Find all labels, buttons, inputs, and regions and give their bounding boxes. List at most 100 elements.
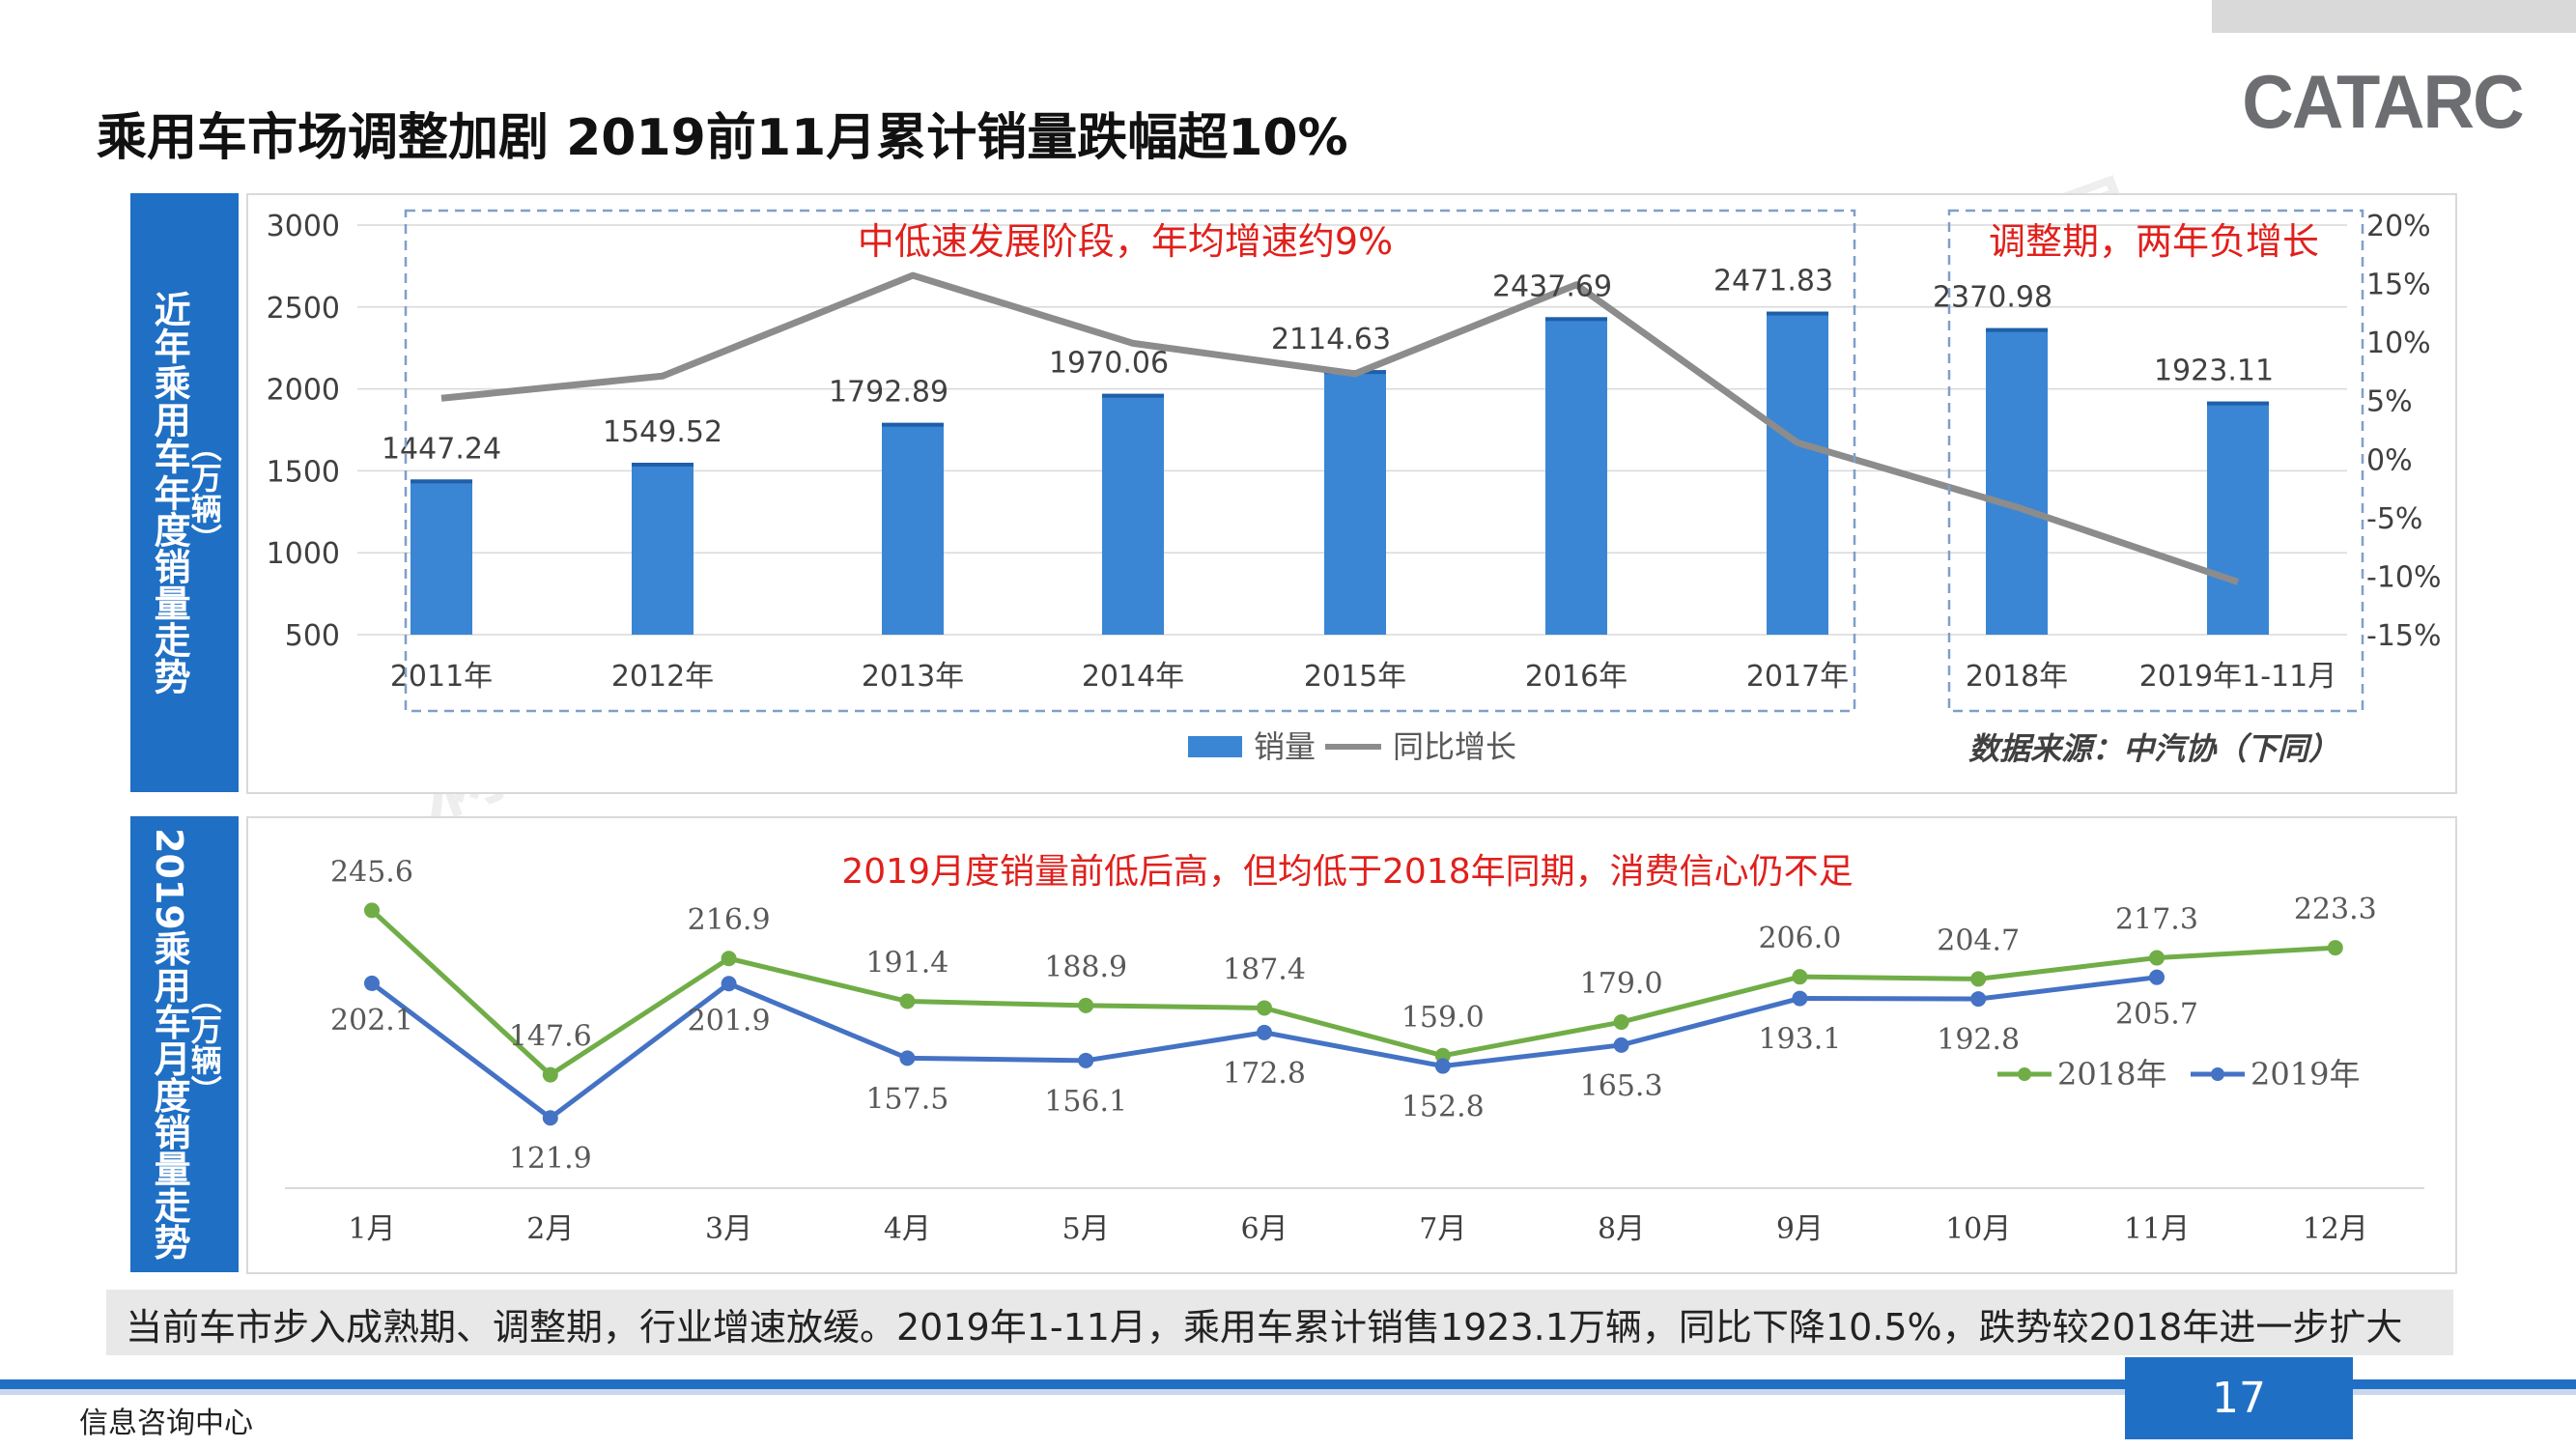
monthly-point (2327, 940, 2343, 956)
monthly-x-tick: 2月 (526, 1212, 574, 1246)
annual-x-tick: 2016年 (1525, 660, 1628, 694)
summary-box (106, 1290, 2453, 1355)
annual-y-tick: 1500 (267, 455, 340, 489)
annual-y2-tick: 10% (2366, 327, 2431, 360)
monthly-x-tick: 1月 (348, 1212, 395, 1246)
annual-side-label-unit: （万辆） (185, 431, 223, 554)
annual-sales-bar (632, 463, 694, 635)
annual-sales-bar-cap (1986, 327, 2048, 332)
legend-2019-label: 2019年 (2250, 1056, 2360, 1093)
annual-x-tick: 2015年 (1304, 660, 1406, 694)
monthly-2018-label: 179.0 (1580, 967, 1663, 1001)
monthly-point (1257, 1000, 1272, 1016)
legend-2018-label: 2018年 (2057, 1056, 2166, 1093)
annual-x-tick: 2014年 (1082, 660, 1184, 694)
adjust-phase-annotation: 调整期，两年负增长 (1989, 220, 2319, 263)
monthly-point (1257, 1024, 1272, 1040)
monthly-point (364, 902, 380, 919)
annual-data-label: 1970.06 (1049, 347, 1169, 381)
annual-data-label: 2370.98 (1933, 281, 2052, 315)
monthly-2019-label: 202.1 (330, 1004, 413, 1037)
footer-bar (0, 1379, 2576, 1389)
annual-x-tick: 2013年 (862, 660, 964, 694)
summary-text: 当前车市步入成熟期、调整期，行业增速放缓。2019年1-11月，乘用车累计销售1… (126, 1306, 2403, 1349)
annual-sales-bar (882, 422, 944, 635)
annual-sales-bar (2207, 401, 2269, 635)
monthly-side-label: 2019乘用车月度销量走势 （万辆） (130, 816, 239, 1272)
monthly-point (364, 975, 380, 991)
monthly-2018-label: 216.9 (688, 903, 771, 937)
monthly-point (721, 951, 737, 967)
monthly-2018-label: 188.9 (1044, 951, 1127, 984)
page-title: 乘用车市场调整加剧 2019前11月累计销量跌幅超10% (97, 109, 1348, 167)
monthly-side-label-unit: （万辆） (185, 982, 223, 1106)
monthly-x-tick: 8月 (1598, 1212, 1645, 1246)
monthly-2018-label: 191.4 (865, 947, 948, 980)
monthly-2019-label: 172.8 (1223, 1057, 1306, 1091)
annual-x-tick: 2017年 (1746, 660, 1849, 694)
annual-y2-tick: -5% (2366, 502, 2422, 536)
annual-sales-bar-cap (1767, 311, 1828, 316)
footer-department: 信息咨询中心 (79, 1406, 253, 1440)
annual-sales-bar (1767, 311, 1828, 635)
monthly-2019-label: 156.1 (1044, 1085, 1127, 1119)
annual-sales-bar-cap (410, 479, 472, 484)
monthly-x-tick: 11月 (2124, 1212, 2190, 1246)
header-accent-bar (2212, 0, 2576, 33)
annual-data-label: 1447.24 (382, 432, 501, 466)
monthly-point (1078, 1052, 1094, 1068)
annual-data-label: 2471.83 (1713, 265, 1833, 298)
annual-side-label: 近年乘用车年度销量走势 （万辆） (130, 193, 239, 792)
monthly-point (1792, 969, 1808, 985)
monthly-annotation: 2019月度销量前低后高，但均低于2018年同期，消费信心仍不足 (841, 852, 1853, 892)
annual-sales-bar (1102, 393, 1164, 635)
annual-y-tick: 3000 (267, 210, 340, 243)
annual-sales-bar-cap (2207, 401, 2269, 406)
monthly-line-2019年 (370, 975, 2158, 1122)
annual-data-label: 2437.69 (1492, 270, 1612, 303)
annual-sales-bar (1986, 327, 2048, 635)
monthly-2019-label: 152.8 (1401, 1091, 1485, 1124)
legend-2019-marker (2211, 1067, 2224, 1081)
annual-sales-bar-cap (882, 422, 944, 427)
footer-bar-shadow (0, 1389, 2576, 1395)
annual-sales-bar (410, 479, 472, 635)
annual-x-tick: 2012年 (611, 660, 714, 694)
legend-sales-label: 销量 (1254, 728, 1316, 765)
monthly-point (2149, 950, 2165, 966)
annual-data-label: 1792.89 (829, 376, 948, 410)
monthly-point (1970, 971, 1987, 987)
annual-sales-bar-cap (1545, 317, 1607, 322)
annual-x-tick: 2018年 (1966, 660, 2068, 694)
annual-sales-bar (1324, 370, 1386, 635)
monthly-point (899, 1050, 916, 1066)
growth-phase-annotation: 中低速发展阶段，年均增速约9% (858, 220, 1393, 263)
annual-data-label: 1549.52 (603, 415, 722, 449)
page-number: 17 (2125, 1357, 2353, 1439)
annual-y-tick: 1000 (267, 537, 340, 571)
monthly-2018-label: 245.6 (330, 855, 413, 889)
data-source-note: 数据来源：中汽协（下同） (1968, 730, 2339, 767)
annual-data-label: 1923.11 (2154, 355, 2274, 388)
annual-side-label-main: 近年乘用车年度销量走势 (148, 291, 191, 695)
monthly-x-tick: 7月 (1419, 1212, 1466, 1246)
legend-growth-label: 同比增长 (1393, 728, 1516, 765)
monthly-2019-label: 165.3 (1580, 1069, 1663, 1103)
monthly-2018-label: 187.4 (1223, 952, 1306, 986)
annual-y2-tick: -10% (2366, 560, 2442, 594)
monthly-2018-label: 159.0 (1401, 1001, 1485, 1035)
monthly-point (1970, 991, 1987, 1008)
monthly-2019-label: 205.7 (2115, 998, 2198, 1032)
growth-phase-box (404, 209, 1856, 713)
monthly-x-tick: 12月 (2303, 1212, 2368, 1246)
annual-y-tick: 2500 (267, 292, 340, 326)
monthly-point (721, 976, 737, 992)
annual-y2-tick: -15% (2366, 619, 2442, 653)
monthly-point (1434, 1058, 1451, 1074)
annual-data-label: 2114.63 (1271, 323, 1391, 356)
annual-y2-tick: 0% (2366, 443, 2413, 477)
monthly-2019-label: 121.9 (509, 1142, 592, 1176)
monthly-2019-label: 193.1 (1758, 1023, 1841, 1057)
annual-y2-tick: 5% (2366, 385, 2413, 419)
